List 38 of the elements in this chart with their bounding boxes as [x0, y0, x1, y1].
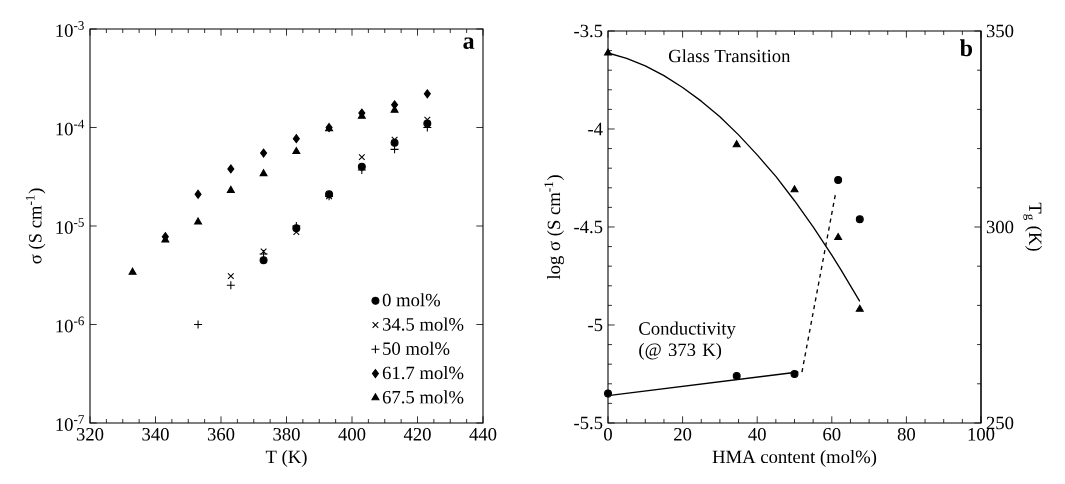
y-tick-label: -4.5 — [574, 220, 603, 234]
y2-axis-title: T$_{g}$ (K) — [1023, 202, 1043, 251]
x-tick-label: 420 — [403, 427, 431, 441]
x-tick-label: 360 — [207, 427, 235, 441]
annotation: a — [463, 37, 475, 49]
y-tick-label: -5 — [588, 318, 603, 332]
y-tick-label: -4 — [588, 122, 603, 136]
annotation: b — [959, 39, 973, 57]
y-tick-label: 10$^{-3}$ — [56, 21, 84, 37]
legend-label: 0 mol% — [382, 293, 441, 307]
y-tick-label: -3.5 — [574, 24, 603, 38]
y2-tick-label: 250 — [986, 416, 1014, 430]
y-axis-title: log σ (S cm$^{-1}$) — [544, 175, 565, 280]
x-axis-title: T (K) — [265, 449, 307, 467]
x-tick-label: 380 — [273, 427, 300, 441]
annotation: Conductivity (@ 373 K) — [639, 321, 736, 360]
x-tick-label: 80 — [897, 427, 916, 441]
x-tick-label: 40 — [748, 427, 766, 441]
x-tick-label: 60 — [823, 427, 841, 441]
x-tick-label: 0 — [604, 427, 612, 441]
y-tick-label: 10$^{-5}$ — [56, 218, 84, 234]
y-tick-label: 10$^{-4}$ — [56, 119, 85, 136]
legend-label: 34.5 mol% — [382, 317, 464, 331]
legend-label: 67.5 mol% — [382, 390, 464, 404]
x-tick-label: 100 — [968, 427, 995, 441]
y-axis-title: σ (S cm$^{-1}$) — [25, 188, 46, 264]
legend-label: 61.7 mol% — [382, 366, 464, 380]
y2-tick-label: 350 — [986, 24, 1014, 38]
y2-tick-label: 300 — [986, 220, 1014, 234]
annotation: Glass Transition — [668, 49, 791, 63]
x-axis-title: HMA content (mol%) — [712, 449, 877, 467]
legend-label: 50 mol% — [383, 341, 450, 355]
x-tick-label: 340 — [142, 427, 169, 441]
x-tick-label: 400 — [338, 427, 366, 441]
x-tick-label: 20 — [674, 427, 692, 441]
y-tick-label: 10$^{-6}$ — [56, 316, 84, 333]
y-tick-label: -5.5 — [574, 416, 603, 430]
x-tick-label: 440 — [469, 427, 497, 441]
